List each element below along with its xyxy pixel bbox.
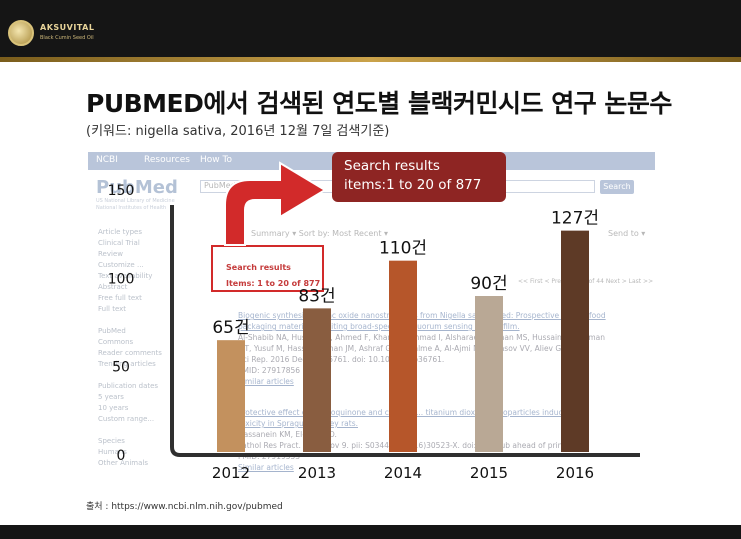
y-tick-label: 0 (117, 448, 126, 464)
results-highlight-text: Search results Items: 1 to 20 of 877 (226, 263, 321, 288)
x-tick-label: 2012 (212, 464, 250, 482)
search-results-callout (332, 152, 506, 202)
data-label: 127건 (551, 209, 599, 229)
filter-item: Clinical Trial (98, 239, 140, 247)
filter-item: Article types (98, 228, 142, 236)
resources-menu: Resources (144, 155, 190, 165)
results-highlight-box (211, 245, 324, 292)
pubmed-note: US National Library of Medicine National … (96, 198, 175, 211)
filter-item: Humans (98, 448, 127, 456)
footer-bar (0, 525, 741, 539)
filter-item: Commons (98, 338, 134, 346)
data-label: 83건 (298, 286, 335, 306)
filter-item: Species (98, 437, 125, 445)
pubmed-logo: PubMed (96, 177, 178, 198)
callout-arrow (224, 161, 327, 246)
search-results-callout-text: Search results items:1 to 20 of 877 (344, 158, 482, 193)
filter-item: Other Animals (98, 459, 148, 467)
filter-item: Publication dates (98, 382, 159, 390)
filter-item: 5 years (98, 393, 124, 401)
y-tick-label: 150 (108, 183, 135, 199)
filter-item: Full text (98, 305, 127, 313)
x-tick-label: 2015 (470, 464, 508, 482)
bar-2012 (217, 340, 245, 452)
filter-item: Free full text (98, 294, 142, 302)
y-tick-label: 100 (108, 271, 135, 287)
chart-axes (170, 205, 640, 457)
page-subtitle: (키워드: nigella sativa, 2016년 12월 7일 검색기준) (86, 124, 390, 139)
send-to: Send to ▾ (608, 229, 646, 238)
y-tick-label: 50 (112, 360, 130, 376)
filter-item: Customize ... (98, 261, 144, 269)
data-label: 110건 (379, 239, 427, 259)
brand-name: AKSUVITAL (40, 23, 95, 32)
x-tick-label: 2014 (384, 464, 422, 482)
filter-item: 10 years (98, 404, 129, 412)
x-tick-label: 2016 (556, 464, 594, 482)
gold-stripe (0, 57, 741, 62)
filter-item: Trending articles (98, 360, 156, 368)
bar-2013 (303, 308, 331, 452)
filter-item: Text availability (98, 272, 153, 280)
howto-menu: How To (200, 155, 232, 165)
data-label: 65건 (212, 318, 249, 338)
brand-tagline: Black Cumin Seed Oil (40, 35, 94, 41)
filter-sidebar: Article types Clinical Trial Review Customi… (98, 227, 162, 469)
filter-item: Custom range... (98, 415, 155, 423)
data-label: 90건 (470, 274, 507, 294)
bar-2016 (561, 230, 589, 452)
filter-item: Abstract (98, 283, 128, 291)
bar-2014 (389, 260, 417, 452)
display-options: Summary ▾ Sort by: Most Recent ▾ (251, 229, 389, 238)
filter-item: Reader comments (98, 349, 162, 357)
page-title: PUBMED에서 검색된 연도별 블랙커민시드 연구 논문수 (86, 89, 672, 118)
header-bar: AKSUVITAL Black Cumin Seed Oil (0, 0, 741, 62)
ncbi-logo: NCBI (96, 155, 118, 165)
x-tick-label: 2013 (298, 464, 336, 482)
chart: 0 50 100 150 65건 2012 83건 2013 110건 2014 90건 2015 12… (108, 183, 640, 482)
bar-2015 (475, 296, 503, 452)
brand-logo-icon (8, 20, 34, 46)
pubmed-search-button: Search (600, 180, 634, 194)
source-citation: 출처 : https://www.ncbi.nlm.nih.gov/pubmed (86, 502, 283, 512)
filter-item: Review (98, 250, 123, 258)
filter-item: PubMed (98, 327, 126, 335)
